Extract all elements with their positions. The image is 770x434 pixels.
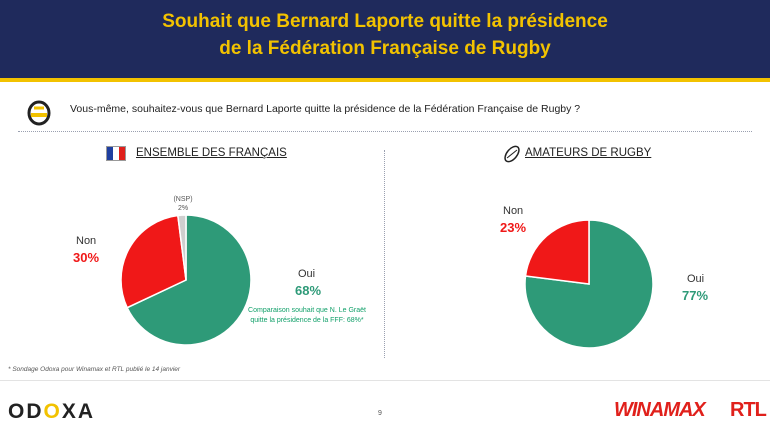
- odoxa-logo-part-3: XA: [61, 400, 96, 423]
- rugby-ball-icon: [504, 145, 520, 163]
- divider: [18, 131, 752, 132]
- nsp-value: 2%: [177, 205, 189, 212]
- page-title-line-2: de la Fédération Française de Rugby: [219, 38, 551, 59]
- column-divider: [384, 150, 385, 358]
- rtl-logo: RTL: [730, 399, 767, 421]
- pie-slice-nsp: [177, 214, 187, 281]
- non-label-amateurs: Non: [503, 205, 524, 217]
- oui-value-amateurs: 77%: [682, 288, 709, 303]
- non-label-ensemble: Non: [76, 235, 97, 247]
- winamax-logo: WINAMAX: [614, 399, 706, 421]
- oui-label-ensemble: Oui: [298, 268, 316, 280]
- pie-slice-oui: [126, 214, 252, 346]
- nsp-label: (NSP) 2%: [168, 195, 198, 213]
- page-title-line-1: Souhait que Bernard Laporte quitte la pr…: [162, 11, 608, 32]
- pie-slice-non: [524, 219, 590, 285]
- odoxa-logo-part-1: OD: [8, 400, 44, 423]
- odoxa-logo: ODOXA: [8, 400, 95, 424]
- header-accent-line: [0, 78, 770, 82]
- odoxa-logo-part-2: O: [43, 400, 62, 423]
- odoxa-logo-icon: [27, 100, 51, 126]
- page-number: 9: [378, 410, 382, 417]
- non-value-amateurs: 23%: [500, 220, 527, 235]
- page-title: Souhait que Bernard Laporte quitte la pr…: [0, 8, 770, 62]
- pie-slice-oui: [524, 219, 654, 349]
- oui-label-amateurs: Oui: [687, 273, 705, 285]
- non-value-ensemble: 30%: [73, 250, 100, 265]
- header-banner: Souhait que Bernard Laporte quitte la pr…: [0, 0, 770, 78]
- oui-value-ensemble: 68%: [295, 283, 322, 298]
- chart-title-amateurs: AMATEURS DE RUGBY: [525, 147, 652, 159]
- question-text: Vous-même, souhaitez-vous que Bernard La…: [70, 103, 581, 115]
- footnote: * Sondage Odoxa pour Winamax et RTL publ…: [8, 366, 181, 373]
- pie-slice-non: [120, 214, 187, 309]
- pie-chart-ensemble: [120, 214, 252, 346]
- footer-divider: [0, 380, 770, 381]
- comparison-note: Comparaison souhait que N. Le Graët quit…: [248, 307, 366, 324]
- chart-title-ensemble: ENSEMBLE DES FRANÇAIS: [136, 147, 287, 159]
- french-flag-icon: [106, 146, 126, 161]
- nsp-label-text: (NSP): [173, 196, 193, 203]
- pie-chart-amateurs: [524, 219, 654, 349]
